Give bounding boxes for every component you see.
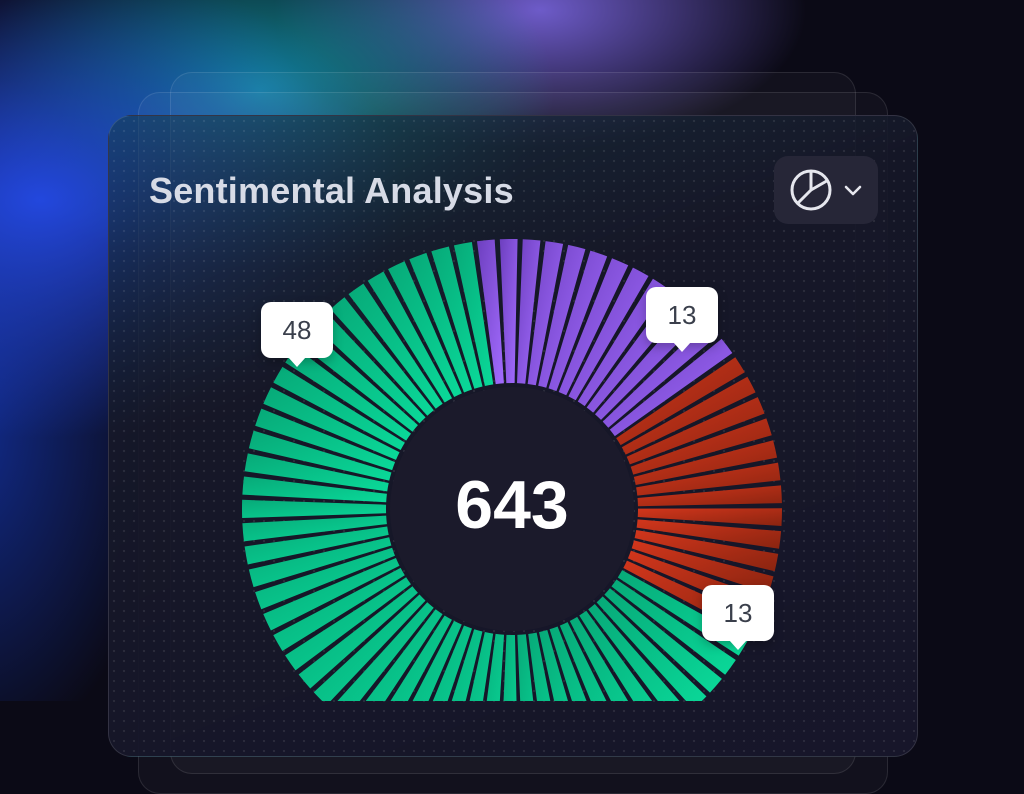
donut-sliver: [558, 258, 629, 396]
donut-sliver: [499, 238, 518, 384]
donut-sliver: [244, 526, 389, 565]
donut-sliver: [539, 629, 568, 701]
donut-sliver: [634, 529, 779, 572]
donut-sliver: [242, 515, 387, 542]
donut-sliver: [568, 267, 649, 401]
donut-sliver: [285, 577, 411, 671]
donut-sliver: [390, 615, 452, 701]
center-total-label: 643: [455, 467, 569, 543]
donut-sliver: [365, 609, 443, 701]
donut-sliver: [486, 633, 505, 701]
chevron-down-icon: [844, 185, 862, 196]
donut-sliver: [596, 596, 707, 701]
donut-sliver: [637, 485, 782, 507]
donut-sliver: [476, 239, 504, 385]
donut-sliver: [538, 244, 586, 388]
donut-sliver: [248, 430, 392, 481]
donut-sliver: [626, 397, 765, 465]
donut-sliver: [255, 408, 396, 471]
donut-sliver: [636, 519, 782, 549]
donut-sliver: [527, 241, 564, 386]
callout-bubble-red: 13: [702, 585, 774, 650]
donut-sliver: [631, 540, 774, 594]
donut-sliver: [313, 594, 426, 701]
donut-sliver: [630, 418, 772, 475]
donut-sliver: [451, 629, 483, 701]
donut-sliver: [337, 602, 434, 701]
donut-sliver: [409, 252, 473, 393]
donut-sliver: [263, 387, 400, 460]
donut-sliver: [559, 622, 607, 701]
donut-center: [390, 387, 634, 631]
donut-sliver: [367, 271, 453, 403]
donut-sliver: [633, 440, 778, 485]
donut-sliver: [636, 462, 781, 496]
donut-sliver: [255, 547, 395, 610]
donut-sliver: [242, 476, 387, 503]
donut-sliver: [273, 567, 405, 651]
donut-sliver: [637, 508, 782, 527]
donut-sliver: [313, 312, 426, 424]
donut-sliver: [248, 537, 392, 588]
sentiment-analysis-card: Sentimental Analysis: [108, 115, 918, 757]
donut-sliver: [330, 297, 434, 416]
donut-sliver: [263, 558, 400, 631]
donut-sliver: [517, 239, 541, 384]
donut-sliver: [348, 283, 443, 409]
donut-chart: [242, 238, 782, 701]
donut-sliver: [548, 250, 608, 392]
donut-sliver: [609, 338, 733, 437]
donut-sliver: [549, 626, 587, 701]
donut-sliver: [616, 357, 745, 446]
donut-sliver: [412, 620, 462, 701]
donut-sliver: [469, 632, 494, 701]
donut-sliver: [503, 634, 517, 701]
donut-sliver: [453, 242, 494, 386]
donut-sliver: [621, 376, 756, 455]
donut-segment-0: [242, 242, 749, 701]
donut-sliver: [388, 261, 462, 398]
donut-sliver: [604, 588, 722, 693]
callout-bubble-green: 48: [261, 302, 333, 367]
chart-type-dropdown-button[interactable]: [774, 156, 878, 224]
pie-chart-icon: [790, 169, 832, 211]
callout-bubble-purple: 13: [646, 287, 718, 352]
donut-sliver: [611, 579, 736, 675]
donut-sliver: [244, 453, 389, 492]
donut-sliver: [432, 625, 472, 701]
card-title: Sentimental Analysis: [149, 170, 514, 211]
donut-sliver: [528, 632, 551, 701]
donut-sliver: [569, 616, 629, 701]
donut-sliver: [242, 499, 387, 519]
donut-sliver: [517, 634, 534, 701]
donut-sliver: [579, 610, 653, 701]
donut-sliver: [285, 347, 412, 441]
donut-sliver: [588, 603, 680, 701]
donut-sliver: [273, 366, 405, 451]
donut-sliver: [431, 246, 483, 389]
donut-sliver: [298, 586, 418, 689]
donut-sliver: [577, 278, 668, 407]
